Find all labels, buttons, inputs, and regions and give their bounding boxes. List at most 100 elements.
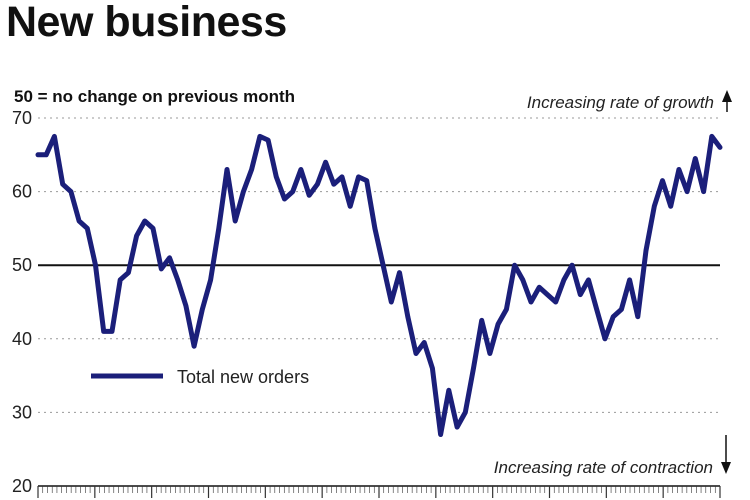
data-point bbox=[504, 307, 508, 311]
data-point bbox=[595, 307, 599, 311]
data-point bbox=[184, 304, 188, 308]
y-tick-label-60: 60 bbox=[12, 182, 32, 202]
data-point bbox=[315, 182, 319, 186]
annotation-growth-text: Increasing rate of growth bbox=[527, 93, 714, 112]
data-point bbox=[488, 352, 492, 355]
data-point bbox=[307, 193, 311, 197]
annotation-contraction: Increasing rate of contraction bbox=[494, 435, 731, 477]
data-point bbox=[225, 168, 229, 171]
y-tick-labels: 20 30 40 50 60 70 bbox=[12, 108, 32, 496]
data-point bbox=[200, 307, 204, 311]
annotation-growth: Increasing rate of growth bbox=[527, 90, 732, 112]
y-tick-label-40: 40 bbox=[12, 329, 32, 349]
annotation-contraction-text: Increasing rate of contraction bbox=[494, 458, 713, 477]
data-point bbox=[652, 204, 656, 208]
data-point bbox=[430, 366, 434, 370]
y-tick-label-30: 30 bbox=[12, 402, 32, 422]
arrow-down-icon bbox=[721, 462, 731, 474]
data-point bbox=[587, 278, 590, 282]
data-point bbox=[381, 263, 385, 267]
data-point bbox=[69, 190, 73, 194]
data-point bbox=[447, 388, 451, 392]
data-point bbox=[611, 315, 615, 319]
data-point bbox=[578, 293, 582, 297]
data-point bbox=[406, 315, 410, 319]
arrow-up-icon bbox=[722, 90, 732, 102]
legend: Total new orders bbox=[91, 367, 309, 387]
data-point bbox=[537, 285, 541, 289]
data-point bbox=[472, 366, 475, 370]
data-point bbox=[480, 318, 484, 322]
data-point bbox=[414, 352, 418, 355]
data-point bbox=[143, 219, 147, 223]
data-point bbox=[513, 263, 517, 267]
data-point bbox=[241, 190, 245, 194]
data-point bbox=[669, 204, 673, 208]
legend-label: Total new orders bbox=[177, 367, 309, 387]
data-point bbox=[126, 271, 130, 275]
data-point bbox=[661, 179, 664, 183]
data-point bbox=[168, 256, 171, 260]
data-point bbox=[85, 226, 89, 230]
data-point bbox=[603, 337, 607, 341]
data-point bbox=[36, 153, 40, 157]
data-point bbox=[159, 267, 163, 271]
data-point bbox=[291, 190, 295, 194]
data-point bbox=[348, 204, 352, 208]
data-point bbox=[365, 179, 369, 183]
data-point bbox=[545, 293, 549, 297]
data-point bbox=[192, 344, 196, 348]
data-point bbox=[102, 329, 106, 333]
chart-title: New business bbox=[6, 0, 287, 46]
y-tick-label-70: 70 bbox=[12, 108, 32, 128]
data-point bbox=[562, 278, 566, 282]
data-point bbox=[619, 307, 623, 311]
data-point bbox=[702, 190, 706, 194]
data-point bbox=[693, 157, 697, 160]
data-point bbox=[52, 134, 56, 138]
data-point bbox=[529, 300, 533, 304]
data-point bbox=[644, 249, 648, 252]
x-axis-ticks bbox=[37, 486, 721, 498]
data-point bbox=[398, 271, 401, 275]
data-point bbox=[94, 263, 97, 267]
data-point bbox=[373, 226, 377, 230]
data-point bbox=[217, 226, 221, 230]
series-line-total-new-orders bbox=[35, 133, 723, 437]
data-point bbox=[710, 134, 714, 138]
data-point bbox=[521, 278, 525, 282]
y-tick-label-50: 50 bbox=[12, 255, 32, 275]
data-point bbox=[496, 322, 500, 326]
data-point bbox=[422, 341, 426, 344]
y-tick-label-20: 20 bbox=[12, 476, 32, 496]
data-point bbox=[135, 234, 139, 238]
data-point bbox=[554, 300, 558, 304]
data-point bbox=[209, 278, 213, 282]
data-point bbox=[110, 329, 114, 333]
data-point bbox=[570, 263, 574, 267]
data-point bbox=[332, 182, 336, 186]
data-point bbox=[44, 153, 48, 157]
data-point bbox=[463, 410, 467, 414]
data-point bbox=[389, 300, 393, 304]
series-points bbox=[36, 134, 722, 436]
data-point bbox=[258, 134, 262, 138]
data-point bbox=[233, 219, 237, 223]
data-point bbox=[151, 226, 155, 230]
data-point bbox=[357, 175, 360, 179]
data-point bbox=[677, 168, 681, 171]
data-point bbox=[439, 433, 443, 436]
data-point bbox=[628, 278, 632, 282]
data-point bbox=[299, 168, 303, 171]
data-point bbox=[77, 219, 81, 223]
data-point bbox=[340, 175, 344, 179]
chart-subtitle: 50 = no change on previous month bbox=[14, 87, 296, 106]
data-point bbox=[455, 425, 459, 429]
data-point bbox=[118, 278, 122, 282]
data-point bbox=[250, 168, 254, 171]
data-point bbox=[274, 175, 278, 179]
data-point bbox=[283, 197, 286, 201]
data-point bbox=[636, 315, 640, 319]
data-point bbox=[61, 182, 65, 186]
